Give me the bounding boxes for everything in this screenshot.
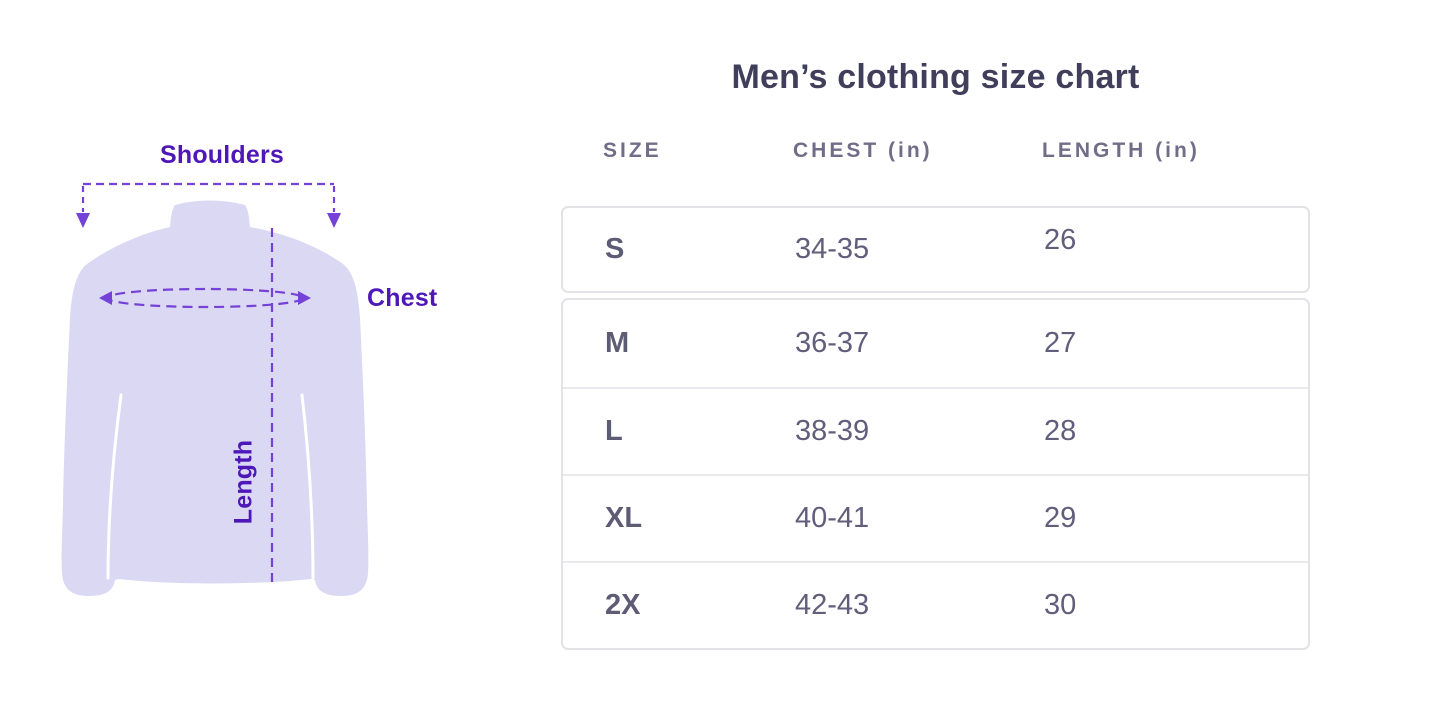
shoulders-label: Shoulders — [159, 141, 285, 169]
arrow-left-icon — [99, 291, 112, 305]
size-card-group: M 36-37 27 L 38-39 28 XL 40-41 29 2X 42-… — [561, 298, 1310, 650]
column-header-chest: CHEST (in) — [793, 139, 933, 162]
arrow-right-icon — [298, 291, 311, 305]
sleeve-seam-right — [300, 393, 315, 580]
chest-cell: 42-43 — [795, 589, 870, 621]
arrow-down-icon — [327, 213, 341, 228]
shoulders-measure — [81, 182, 336, 212]
length-cell: 26 — [1044, 224, 1077, 256]
chest-cell: 38-39 — [795, 415, 870, 447]
size-cell: M — [605, 327, 630, 359]
page-title: Men’s clothing size chart — [731, 58, 1140, 96]
shirt-illustration — [61, 200, 369, 596]
length-cell: 30 — [1044, 589, 1077, 621]
chest-cell: 40-41 — [795, 502, 870, 534]
length-label: Length — [229, 439, 258, 525]
table-row: L 38-39 28 — [563, 387, 1308, 474]
chest-cell: 34-35 — [795, 233, 870, 265]
table-header-row: SIZE CHEST (in) LENGTH (in) — [561, 139, 1310, 163]
column-header-size: SIZE — [603, 139, 662, 162]
length-cell: 29 — [1044, 502, 1077, 534]
table-row: 2X 42-43 30 — [563, 561, 1308, 648]
shirt-body — [61, 200, 369, 596]
size-cell: L — [605, 415, 623, 447]
size-card-s: S 34-35 26 — [561, 206, 1310, 293]
size-cell: S — [605, 233, 625, 265]
column-header-length: LENGTH (in) — [1042, 139, 1200, 162]
chest-cell: 36-37 — [795, 327, 870, 359]
size-cell: XL — [605, 502, 643, 534]
table-row: M 36-37 27 — [563, 300, 1308, 387]
size-cell: 2X — [605, 589, 641, 621]
length-cell: 28 — [1044, 415, 1077, 447]
arrow-down-icon — [76, 213, 90, 228]
chest-label: Chest — [367, 284, 438, 312]
shirt-figure — [61, 182, 369, 596]
table-row: S 34-35 26 — [563, 208, 1308, 291]
table-row: XL 40-41 29 — [563, 474, 1308, 561]
length-cell: 27 — [1044, 327, 1077, 359]
sleeve-seam-left — [106, 393, 123, 580]
